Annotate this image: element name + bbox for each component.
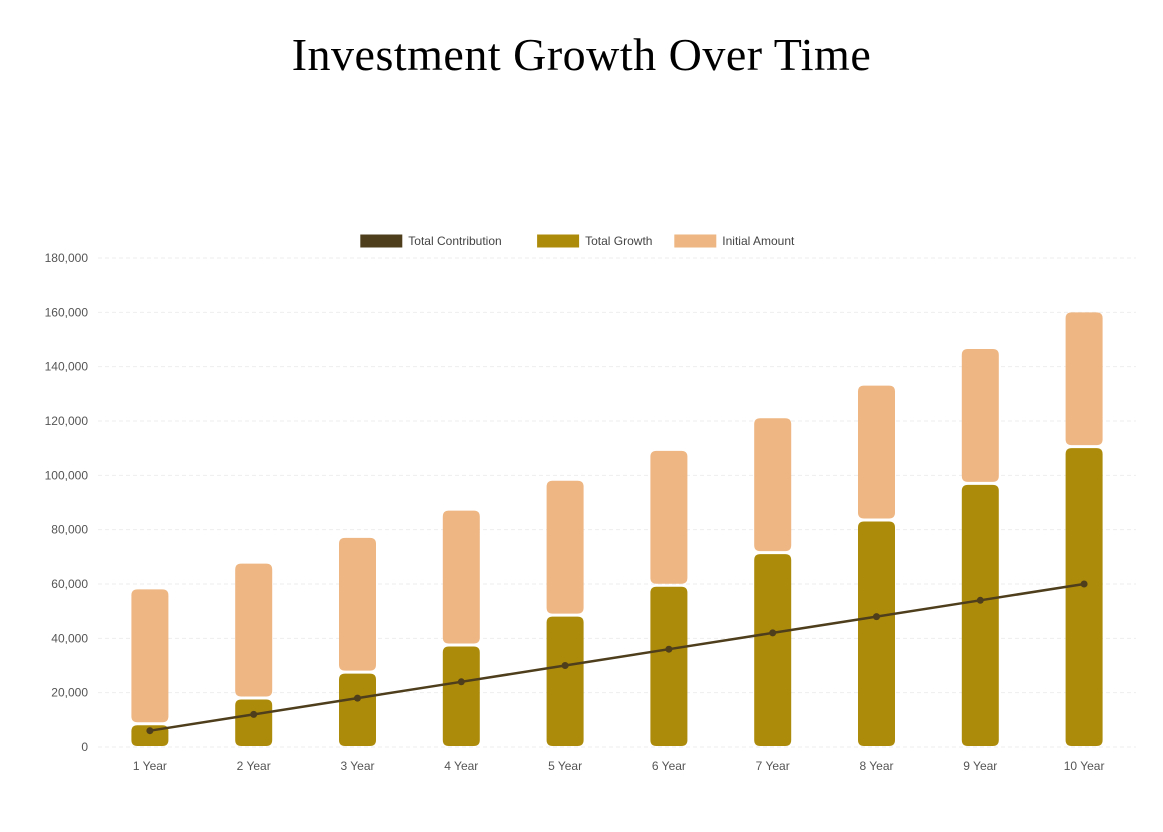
x-tick-label: 7 Year — [756, 759, 790, 773]
legend-swatch — [674, 234, 717, 248]
point-total-contribution — [665, 645, 673, 653]
bar-total-growth — [546, 616, 584, 746]
line-total-contribution — [149, 582, 1085, 732]
legend-label: Total Contribution — [408, 234, 501, 248]
bar-initial-amount — [235, 563, 273, 697]
x-tick-label: 3 Year — [340, 759, 374, 773]
y-tick-label: 180,000 — [45, 251, 89, 265]
bar-initial-amount — [858, 385, 895, 519]
y-tick-label: 40,000 — [51, 631, 88, 645]
bar-initial-amount — [442, 510, 480, 644]
point-total-contribution — [1080, 580, 1088, 588]
bar-initial-amount — [339, 537, 376, 671]
y-tick-label: 100,000 — [45, 468, 89, 482]
y-axis-ticks: 0 20,000 40,000 60,000 80,000 100,000 120,000 1… — [45, 251, 89, 754]
y-tick-label: 80,000 — [51, 523, 88, 537]
x-tick-label: 10 Year — [1064, 759, 1105, 773]
point-total-contribution — [457, 678, 465, 686]
legend: Total Contribution Total Growth Initial Am… — [360, 234, 795, 248]
bar-total-growth — [650, 586, 688, 746]
y-tick-label: 0 — [81, 740, 88, 754]
bar-initial-amount — [546, 480, 584, 614]
contribution-line — [146, 580, 1088, 735]
point-total-contribution — [976, 596, 984, 604]
bar-initial-amount — [131, 589, 169, 723]
x-tick-label: 9 Year — [963, 759, 997, 773]
x-tick-label: 8 Year — [859, 759, 893, 773]
legend-item-initial-amount[interactable]: Initial Amount — [674, 234, 795, 248]
bar-total-growth — [235, 699, 273, 746]
legend-label: Total Growth — [585, 234, 652, 248]
bar-total-growth — [1065, 448, 1103, 746]
bar-total-growth — [858, 521, 895, 746]
bar-initial-amount — [1065, 312, 1103, 446]
y-tick-label: 160,000 — [45, 305, 89, 319]
x-tick-label: 5 Year — [548, 759, 582, 773]
y-tick-label: 140,000 — [45, 360, 89, 374]
legend-item-total-contribution[interactable]: Total Contribution — [360, 234, 502, 248]
bar-initial-amount — [650, 450, 688, 584]
point-total-contribution — [354, 694, 361, 702]
legend-label: Initial Amount — [722, 234, 795, 248]
x-tick-label: 2 Year — [237, 759, 271, 773]
x-tick-label: 4 Year — [444, 759, 478, 773]
legend-swatch — [360, 234, 403, 248]
x-tick-label: 1 Year — [133, 759, 167, 773]
bar-total-growth — [339, 673, 376, 746]
chart-title: Investment Growth Over Time — [291, 29, 872, 80]
bar-total-growth — [754, 554, 792, 746]
bar-initial-amount — [961, 349, 999, 482]
y-tick-label: 60,000 — [51, 577, 88, 591]
y-tick-label: 20,000 — [51, 686, 88, 700]
bar-initial-amount — [754, 418, 792, 552]
point-total-contribution — [873, 613, 880, 621]
legend-item-total-growth[interactable]: Total Growth — [537, 234, 652, 248]
x-axis-ticks: 1 Year 2 Year 3 Year 4 Year 5 Year 6 Year 7 Ye… — [133, 759, 1105, 773]
bar-total-growth — [961, 484, 999, 746]
point-total-contribution — [561, 662, 569, 669]
point-total-contribution — [769, 629, 777, 637]
point-total-contribution — [146, 727, 154, 735]
bars — [131, 312, 1103, 746]
legend-swatch — [537, 234, 580, 248]
x-tick-label: 6 Year — [652, 759, 686, 773]
point-total-contribution — [250, 710, 258, 718]
bar-total-growth — [442, 646, 480, 746]
y-tick-label: 120,000 — [45, 414, 89, 428]
